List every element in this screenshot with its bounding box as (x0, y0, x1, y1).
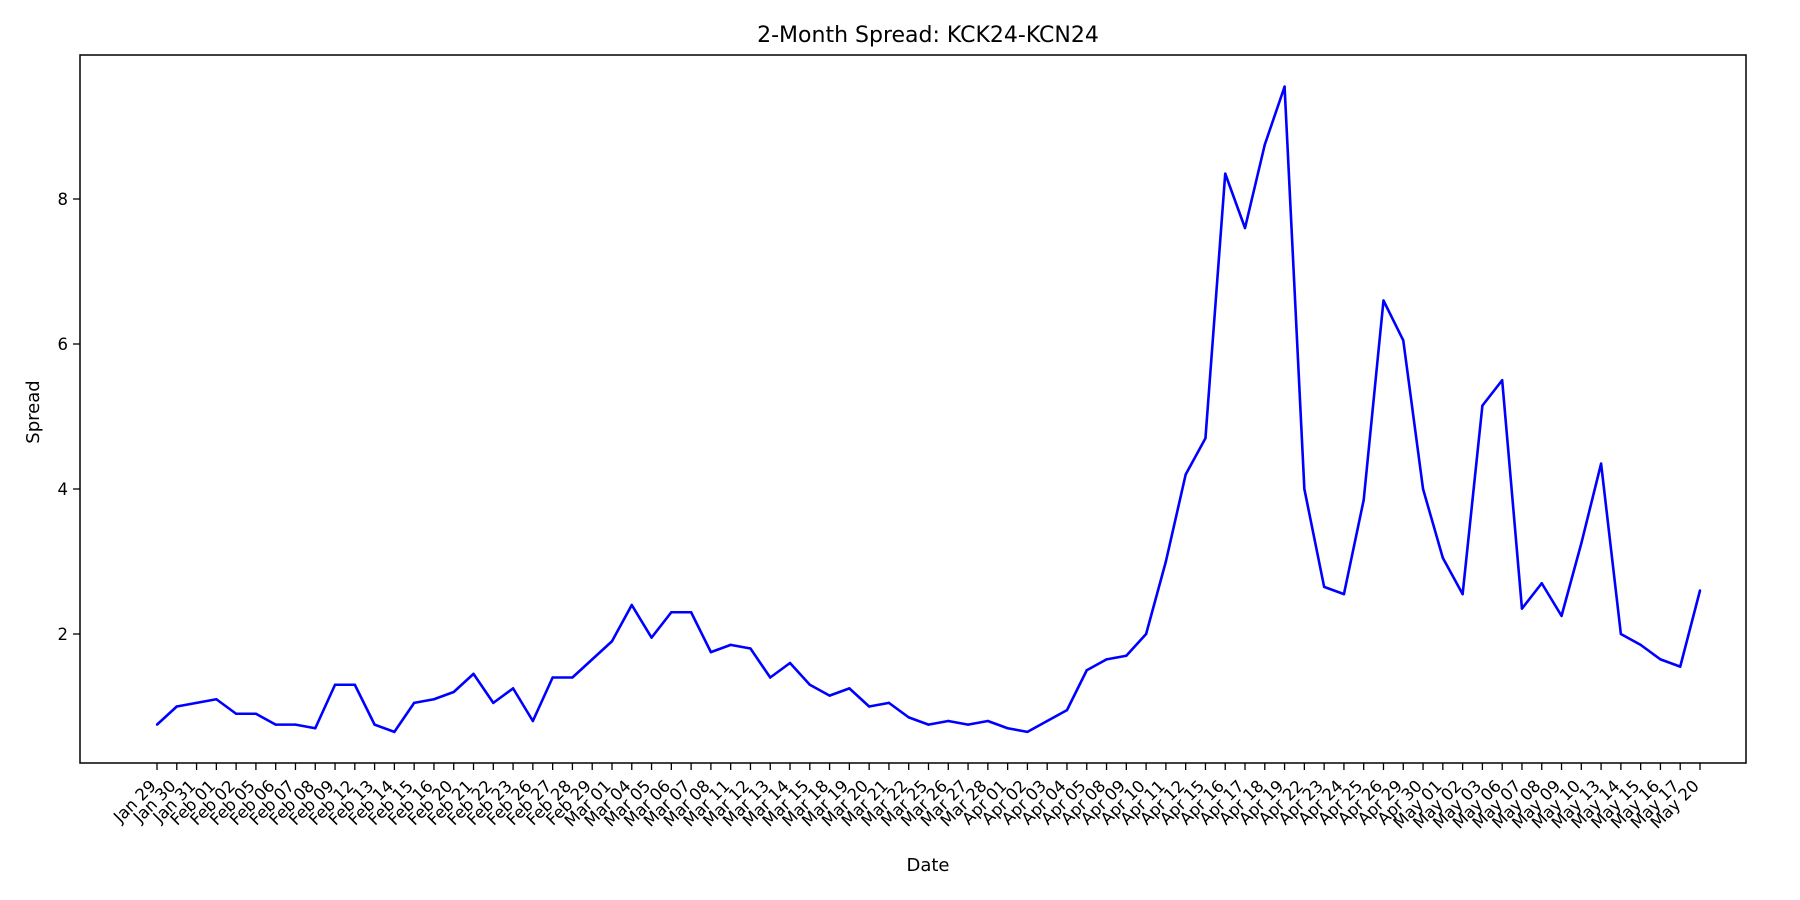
y-tick-label: 4 (58, 480, 69, 499)
data-point (1659, 658, 1662, 661)
data-point (333, 683, 337, 686)
data-point (848, 687, 851, 690)
data-point (709, 650, 713, 654)
data-point (511, 687, 515, 690)
data-point (610, 640, 614, 643)
data-point (412, 701, 416, 705)
data-point (591, 658, 594, 661)
data-point (1619, 632, 1623, 636)
data-point (175, 705, 178, 708)
y-tick-label: 6 (58, 335, 69, 354)
data-point (947, 719, 950, 723)
data-point (294, 723, 297, 726)
data-point (234, 712, 238, 715)
data-point (729, 643, 732, 647)
y-tick-label: 8 (58, 190, 69, 209)
data-point (1045, 719, 1049, 723)
x-axis-label: Date (906, 855, 949, 876)
data-point (1679, 665, 1682, 668)
data-point (195, 701, 198, 705)
data-point (867, 705, 871, 708)
data-point (1500, 379, 1504, 382)
data-point (314, 727, 317, 730)
data-point (1263, 143, 1266, 146)
data-point (274, 723, 277, 726)
data-point (452, 690, 455, 694)
data-point (749, 647, 752, 650)
data-point (1402, 339, 1405, 342)
data-point (551, 676, 554, 679)
data-point (1125, 654, 1128, 657)
data-point (1105, 658, 1108, 661)
data-point (1382, 299, 1385, 302)
data-point (1441, 556, 1445, 560)
y-axis-label: Spread (23, 380, 44, 443)
data-point (986, 719, 990, 723)
data-point (1580, 542, 1583, 545)
data-point (472, 672, 475, 676)
data-point (828, 694, 831, 697)
data-point (1144, 632, 1148, 636)
data-point (215, 698, 218, 701)
data-point (650, 636, 653, 639)
y-tick-label: 2 (58, 625, 69, 644)
data-point (670, 611, 673, 614)
data-point (1283, 85, 1286, 88)
data-point (887, 701, 891, 705)
data-point (1184, 473, 1187, 476)
series-layer (155, 85, 1702, 734)
data-point (1520, 607, 1524, 610)
plot-area-frame (79, 54, 1747, 764)
data-point (769, 676, 772, 679)
data-point (1481, 404, 1484, 407)
data-point (966, 723, 970, 726)
data-point (1362, 498, 1365, 502)
data-point (1540, 582, 1543, 585)
data-point (1322, 585, 1326, 589)
data-point (1698, 589, 1702, 592)
data-point (1421, 487, 1425, 491)
data-point (1085, 669, 1088, 672)
chart-title: 2-Month Spread: KCK24-KCN24 (757, 23, 1099, 48)
data-point (1243, 226, 1247, 230)
data-point (254, 712, 258, 715)
y-axis: 2 4 6 8 (58, 190, 80, 644)
data-point (492, 701, 495, 705)
series-line (156, 85, 1702, 734)
data-point (393, 730, 396, 734)
data-point (1342, 592, 1346, 596)
data-point (927, 723, 930, 726)
data-point (808, 683, 812, 686)
data-point (1204, 437, 1207, 440)
data-point (531, 719, 535, 723)
data-point (1303, 487, 1306, 491)
data-point (571, 676, 574, 679)
data-point (1560, 614, 1563, 618)
data-point (1461, 592, 1464, 596)
data-point (1164, 560, 1168, 563)
data-point (1065, 708, 1069, 712)
data-point (432, 698, 436, 701)
data-point (907, 716, 910, 719)
data-point (353, 683, 357, 686)
data-point (1224, 172, 1227, 175)
data-point (1026, 730, 1029, 734)
data-point (630, 603, 633, 607)
data-point (1639, 643, 1642, 647)
data-point (1006, 727, 1009, 730)
data-point (788, 661, 792, 665)
data-point (1599, 462, 1603, 465)
data-point (373, 723, 376, 726)
data-point (689, 611, 693, 614)
data-point (155, 723, 159, 726)
